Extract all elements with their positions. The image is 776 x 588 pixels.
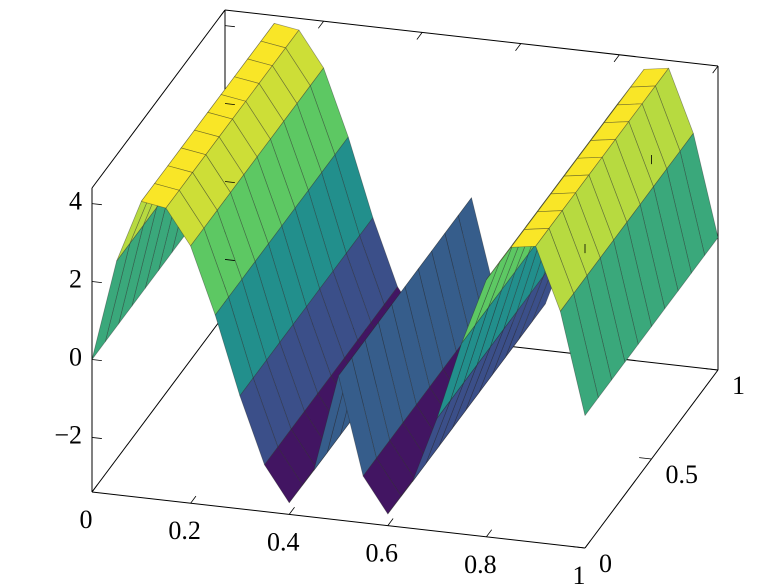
surface-patch <box>559 293 599 416</box>
y-tick-label: 0 <box>599 549 612 578</box>
z-tick <box>224 181 235 184</box>
y-tick-label: 1 <box>732 371 745 400</box>
z-tick-label: 2 <box>69 265 82 294</box>
surface-patch <box>679 133 719 256</box>
x-tick <box>317 20 324 29</box>
z-tick <box>91 437 102 439</box>
x-tick <box>219 9 226 18</box>
z-tick-label: 4 <box>69 187 82 216</box>
box-edge <box>91 9 226 189</box>
z-tick <box>91 281 102 284</box>
z-tick <box>224 25 235 28</box>
x-tick-label: 1 <box>573 561 586 588</box>
z-tick <box>91 359 102 362</box>
x-tick <box>190 495 197 504</box>
z-tick <box>224 103 235 106</box>
x-tick <box>486 529 493 538</box>
z-tick <box>91 203 102 206</box>
x-tick <box>288 507 295 515</box>
z-tick-label: 0 <box>69 342 82 371</box>
z-tick-label: −2 <box>54 420 82 449</box>
y-tick <box>639 457 652 460</box>
surface-patch <box>626 204 666 327</box>
x-tick-label: 0.2 <box>168 516 201 545</box>
x-tick <box>416 32 423 40</box>
x-tick <box>515 43 522 51</box>
surface-patch <box>666 150 706 274</box>
z-tick <box>224 259 235 261</box>
x-axis <box>91 491 586 549</box>
box-edge <box>91 313 226 493</box>
x-tick <box>584 540 591 549</box>
x-tick-label: 0.6 <box>366 539 399 568</box>
x-tick <box>712 65 719 74</box>
surface-patch <box>599 239 639 363</box>
surface-patch <box>613 222 652 345</box>
x-tick-label: 0.4 <box>267 527 300 556</box>
y-tick <box>572 546 586 549</box>
y-tick-label: 0.5 <box>666 460 699 489</box>
x-tick-label: 0 <box>80 505 93 534</box>
x-tick <box>613 54 620 63</box>
x-tick <box>387 518 394 526</box>
box-edge <box>224 9 719 67</box>
x-tick <box>91 484 98 493</box>
y-tick <box>705 368 719 371</box>
x-tick-label: 0.8 <box>464 550 497 579</box>
